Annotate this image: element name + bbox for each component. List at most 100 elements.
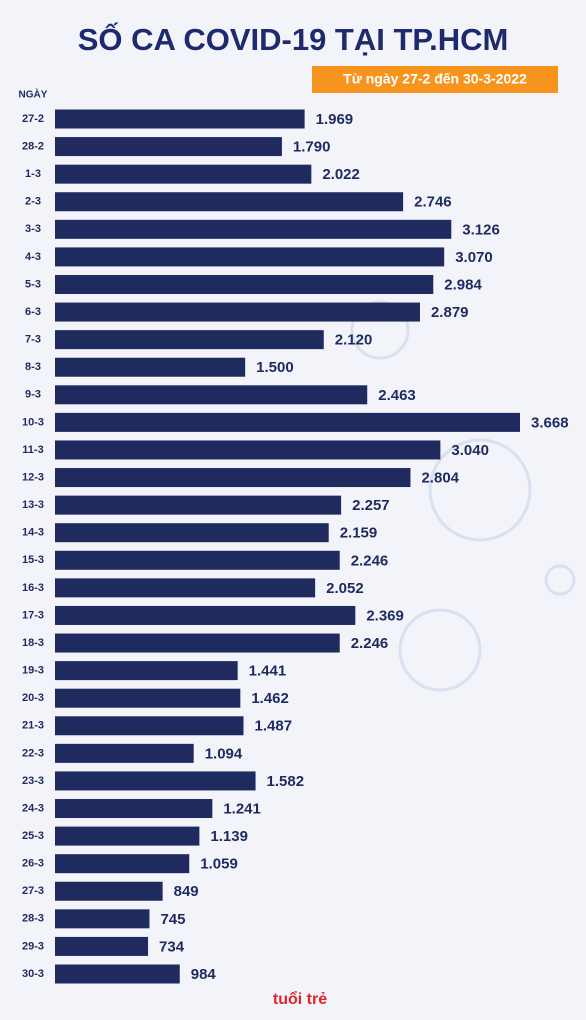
decoration	[350, 300, 576, 692]
data-label: 984	[191, 966, 217, 983]
data-label: 2.052	[326, 580, 364, 597]
data-label: 1.139	[210, 828, 248, 845]
data-label: 2.246	[351, 635, 389, 652]
y-tick-label: 20-3	[22, 692, 44, 704]
y-tick-label: 14-3	[22, 527, 44, 539]
data-label: 849	[174, 883, 199, 900]
data-label: 2.246	[351, 552, 389, 569]
y-tick-label: 29-3	[22, 940, 44, 952]
y-tick-label: 17-3	[22, 609, 44, 621]
data-label: 1.094	[205, 745, 243, 762]
y-tick-label: 27-3	[22, 885, 44, 897]
data-label: 3.126	[462, 221, 500, 238]
data-label: 745	[160, 911, 185, 928]
bar	[55, 743, 194, 763]
data-label: 1.487	[255, 718, 293, 735]
bar	[55, 330, 324, 350]
y-tick-label: 7-3	[25, 334, 41, 346]
y-tick-label: 23-3	[22, 775, 44, 787]
bar	[55, 412, 520, 432]
data-label: 2.159	[340, 525, 378, 542]
bar	[55, 357, 246, 377]
bar	[55, 688, 241, 708]
bar	[55, 605, 356, 625]
y-tick-label: 6-3	[25, 306, 41, 318]
bar	[55, 385, 368, 405]
data-label: 2.257	[352, 497, 390, 514]
subtitle: Từ ngày 27-2 đến 30-3-2022	[343, 71, 527, 87]
y-tick-label: 3-3	[25, 223, 41, 235]
y-tick-label: 21-3	[22, 720, 44, 732]
data-label: 734	[159, 938, 185, 955]
y-tick-label: 19-3	[22, 665, 44, 677]
data-label: 2.804	[421, 470, 459, 487]
data-label: 1.969	[316, 111, 354, 128]
y-tick-label: 22-3	[22, 747, 44, 759]
bar	[55, 771, 256, 791]
data-label: 2.746	[414, 194, 452, 211]
bar	[55, 219, 452, 239]
bar	[55, 550, 340, 570]
y-tick-label: 11-3	[22, 444, 43, 456]
data-label: 2.120	[335, 332, 373, 349]
bar	[55, 192, 404, 212]
data-label: 1.241	[223, 800, 261, 817]
bar	[55, 302, 420, 322]
bar	[55, 799, 213, 819]
y-tick-label: 10-3	[22, 416, 44, 428]
y-tick-label: 9-3	[25, 389, 41, 401]
data-label: 2.984	[444, 276, 482, 293]
y-tick-label: 15-3	[22, 554, 44, 566]
data-label: 3.040	[451, 442, 489, 459]
bar	[55, 716, 244, 736]
y-tick-label: 4-3	[25, 251, 41, 263]
y-tick-label: 25-3	[22, 830, 44, 842]
y-tick-label: 30-3	[22, 968, 44, 980]
bar	[55, 440, 441, 460]
data-label: 2.022	[322, 166, 360, 183]
y-tick-label: 1-3	[25, 168, 41, 180]
bar	[55, 936, 149, 956]
data-label: 1.441	[249, 663, 287, 680]
bar	[55, 137, 282, 157]
y-tick-label: 26-3	[22, 858, 44, 870]
y-tick-label: 18-3	[22, 637, 44, 649]
data-label: 3.070	[455, 249, 493, 266]
bar	[55, 881, 163, 901]
bar	[55, 274, 434, 294]
bar	[55, 826, 200, 846]
data-label: 2.879	[431, 304, 469, 321]
bar	[55, 468, 411, 488]
y-tick-label: 2-3	[25, 196, 41, 208]
bar	[55, 964, 180, 984]
bar	[55, 247, 445, 267]
axis-label: NGÀY	[19, 88, 48, 101]
y-tick-label: 5-3	[25, 278, 41, 290]
bar	[55, 164, 312, 184]
y-tick-label: 24-3	[22, 802, 44, 814]
bar	[55, 495, 342, 515]
y-tick-label: 28-3	[22, 913, 44, 925]
chart-title: SỐ CA COVID-19 TẠI TP.HCM	[78, 21, 509, 57]
data-label: 2.369	[366, 607, 404, 624]
logo: tuổi trẻ	[273, 990, 327, 1008]
data-label: 2.463	[378, 387, 416, 404]
y-tick-label: 27-2	[22, 113, 44, 125]
bar	[55, 909, 150, 929]
data-label: 1.059	[200, 856, 238, 873]
bar	[55, 578, 316, 598]
data-label: 1.500	[256, 359, 294, 376]
bar	[55, 523, 329, 543]
bar	[55, 854, 190, 874]
y-tick-label: 12-3	[22, 471, 44, 483]
data-label: 1.790	[293, 139, 331, 156]
y-tick-label: 8-3	[25, 361, 41, 373]
y-tick-label: 16-3	[22, 582, 44, 594]
bar	[55, 109, 305, 129]
data-label: 1.582	[267, 773, 305, 790]
y-tick-label: 13-3	[22, 499, 44, 511]
bar	[55, 633, 340, 653]
y-tick-label: 28-2	[22, 140, 44, 152]
